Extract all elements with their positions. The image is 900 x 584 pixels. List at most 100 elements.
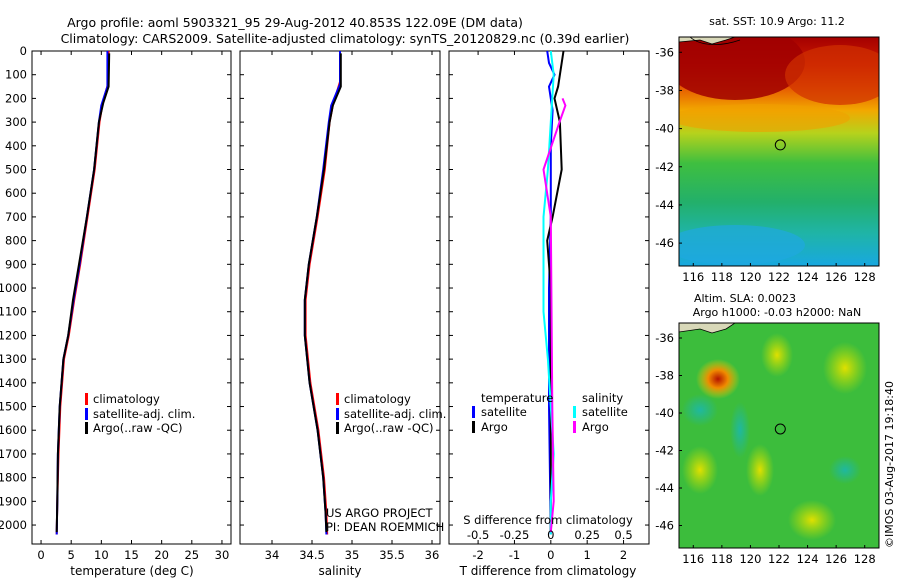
legend-swatch-climatology <box>85 393 88 405</box>
series-line-s-argo <box>542 98 567 533</box>
s-diff-tick-label: 0 <box>547 528 554 542</box>
x-tick-label: -2 <box>472 548 483 562</box>
x-tick-label: 10 <box>94 548 109 562</box>
figure-title-line2: Climatology: CARS2009. Satellite-adjuste… <box>61 31 630 46</box>
depth-tick-label: 800 <box>5 234 27 248</box>
t-difference-label: T difference from climatology <box>459 564 637 578</box>
legend-label-t-argo: Argo <box>481 420 508 434</box>
s-diff-tick-label: 0.25 <box>574 528 600 542</box>
x-tick-label: 35 <box>345 548 360 562</box>
sst-coastline <box>679 37 736 45</box>
map-lon-label: 122 <box>768 552 790 566</box>
x-tick-label: -1 <box>509 548 520 562</box>
sla-high-2 <box>823 342 867 394</box>
map-lon-label: 124 <box>797 270 819 284</box>
series-line-t-satellite <box>546 50 556 535</box>
legend-swatch-satellite <box>85 408 88 420</box>
x-tick-label: 0 <box>547 548 554 562</box>
map-lat-label: -42 <box>655 160 674 174</box>
map-lat-label: -46 <box>655 519 674 533</box>
x-tick-label: 34 <box>265 548 280 562</box>
temperature-plot-frame <box>31 50 232 545</box>
depth-tick-label: 400 <box>5 139 27 153</box>
difference-series <box>542 50 567 535</box>
sst-map-title: sat. SST: 10.9 Argo: 11.2 <box>709 15 845 28</box>
sla-map-title: Altim. SLA: 0.0023 <box>694 292 796 305</box>
map-lon-label: 124 <box>797 552 819 566</box>
sst-map-axes: 116 118 120 122 124 126 128 -36 -38 -40 -42 -44 -46 <box>655 45 875 284</box>
legend-header-temperature: temperature <box>481 391 553 405</box>
sst-contour <box>689 37 741 45</box>
legend-swatch-s-argo <box>573 421 576 433</box>
map-lon-label: 118 <box>711 270 733 284</box>
sst-cool-patch <box>679 225 805 265</box>
s-diff-tick-label: 0.5 <box>614 528 632 542</box>
pi-credit: PI: DEAN ROEMMICH <box>326 520 444 534</box>
map-lon-label: 122 <box>768 270 790 284</box>
sst-map-panel: sat. SST: 10.9 Argo: 11.2 116 118 120 122 12… <box>655 15 880 284</box>
legend-header-salinity: salinity <box>582 391 623 405</box>
s-diff-tick-label: -0.5 <box>467 528 489 542</box>
depth-tick-label: 1900 <box>0 494 27 508</box>
legend-swatch-satellite <box>336 408 339 420</box>
depth-tick-label: 1500 <box>0 400 27 414</box>
sla-eddy-warm <box>696 359 740 399</box>
depth-tick-label: 1400 <box>0 376 27 390</box>
figure-title-line1: Argo profile: aoml 5903321_95 29-Aug-201… <box>67 15 523 30</box>
depth-axis: 0 100 200 300 400 500 600 700 800 900 1000 1100 1200… <box>0 44 231 532</box>
legend-label-s-argo: Argo <box>582 420 609 434</box>
legend-swatch-argo <box>85 422 88 434</box>
x-tick-label: 1 <box>584 548 591 562</box>
sla-high-1 <box>761 333 793 377</box>
legend-label-satellite: satellite-adj. clim. <box>344 407 446 421</box>
sla-coastline <box>679 323 736 334</box>
sla-high-5 <box>746 444 774 496</box>
map-lon-label: 120 <box>739 270 761 284</box>
sla-low-1 <box>682 394 718 426</box>
x-tick-label: 2 <box>620 548 627 562</box>
sla-high-3 <box>682 446 718 494</box>
legend-swatch-climatology <box>336 393 339 405</box>
s-difference-label: S difference from climatology <box>463 513 633 527</box>
sst-warm-tongue <box>785 45 879 105</box>
map-lat-label: -40 <box>655 122 674 136</box>
legend-label-t-satellite: satellite <box>481 405 527 419</box>
map-lat-label: -44 <box>655 198 674 212</box>
argo-float-marker <box>774 139 786 151</box>
x-tick-label: 5 <box>68 548 75 562</box>
difference-panel: -2 -1 0 1 2 S difference from climatology -0… <box>448 50 650 578</box>
sla-map-subtitle: Argo h1000: -0.03 h2000: NaN <box>693 306 862 319</box>
depth-tick-label: 1200 <box>0 328 27 342</box>
salinity-axis-label: salinity <box>318 564 361 578</box>
depth-tick-label: 1600 <box>0 423 27 437</box>
series-line-argo-raw-qc- <box>55 53 111 533</box>
temperature-axis-label: temperature (deg C) <box>70 564 193 578</box>
legend-swatch-t-satellite <box>472 406 475 418</box>
depth-tick-label: 100 <box>5 68 27 82</box>
map-lon-label: 128 <box>854 270 876 284</box>
project-credit: US ARGO PROJECT <box>326 506 434 520</box>
map-lat-label: -40 <box>655 406 674 420</box>
sla-low-2 <box>730 402 750 458</box>
s-diff-tick-label: -0.25 <box>500 528 530 542</box>
sla-map-panel: Altim. SLA: 0.0023 Argo h1000: -0.03 h20… <box>655 292 880 566</box>
legend-swatch-s-satellite <box>573 406 576 418</box>
legend-label-argo: Argo(..raw -QC) <box>344 421 434 435</box>
depth-tick-label: 1100 <box>0 305 27 319</box>
salinity-legend: climatology satellite-adj. clim. Argo(..… <box>336 392 446 435</box>
temperature-axis: 0 5 10 15 20 25 30 <box>37 51 229 562</box>
depth-tick-label: 0 <box>20 44 27 58</box>
argo-float-marker <box>774 423 786 435</box>
difference-legend: temperature salinity satellite Argo sate… <box>472 391 628 434</box>
copyright-footer: ©IMOS 03-Aug-2017 19:18:40 <box>883 381 896 548</box>
series-line-argo-raw-qc- <box>303 53 342 533</box>
legend-swatch-t-argo <box>472 421 475 433</box>
x-tick-label: 34.5 <box>299 548 325 562</box>
map-lon-label: 126 <box>825 552 847 566</box>
x-tick-label: 15 <box>124 548 139 562</box>
depth-tick-label: 1800 <box>0 471 27 485</box>
legend-label-climatology: climatology <box>344 392 411 406</box>
s-difference-ticks: -0.5 -0.25 0 0.25 0.5 <box>467 528 633 542</box>
depth-tick-label: 300 <box>5 115 27 129</box>
temperature-series <box>55 50 111 535</box>
